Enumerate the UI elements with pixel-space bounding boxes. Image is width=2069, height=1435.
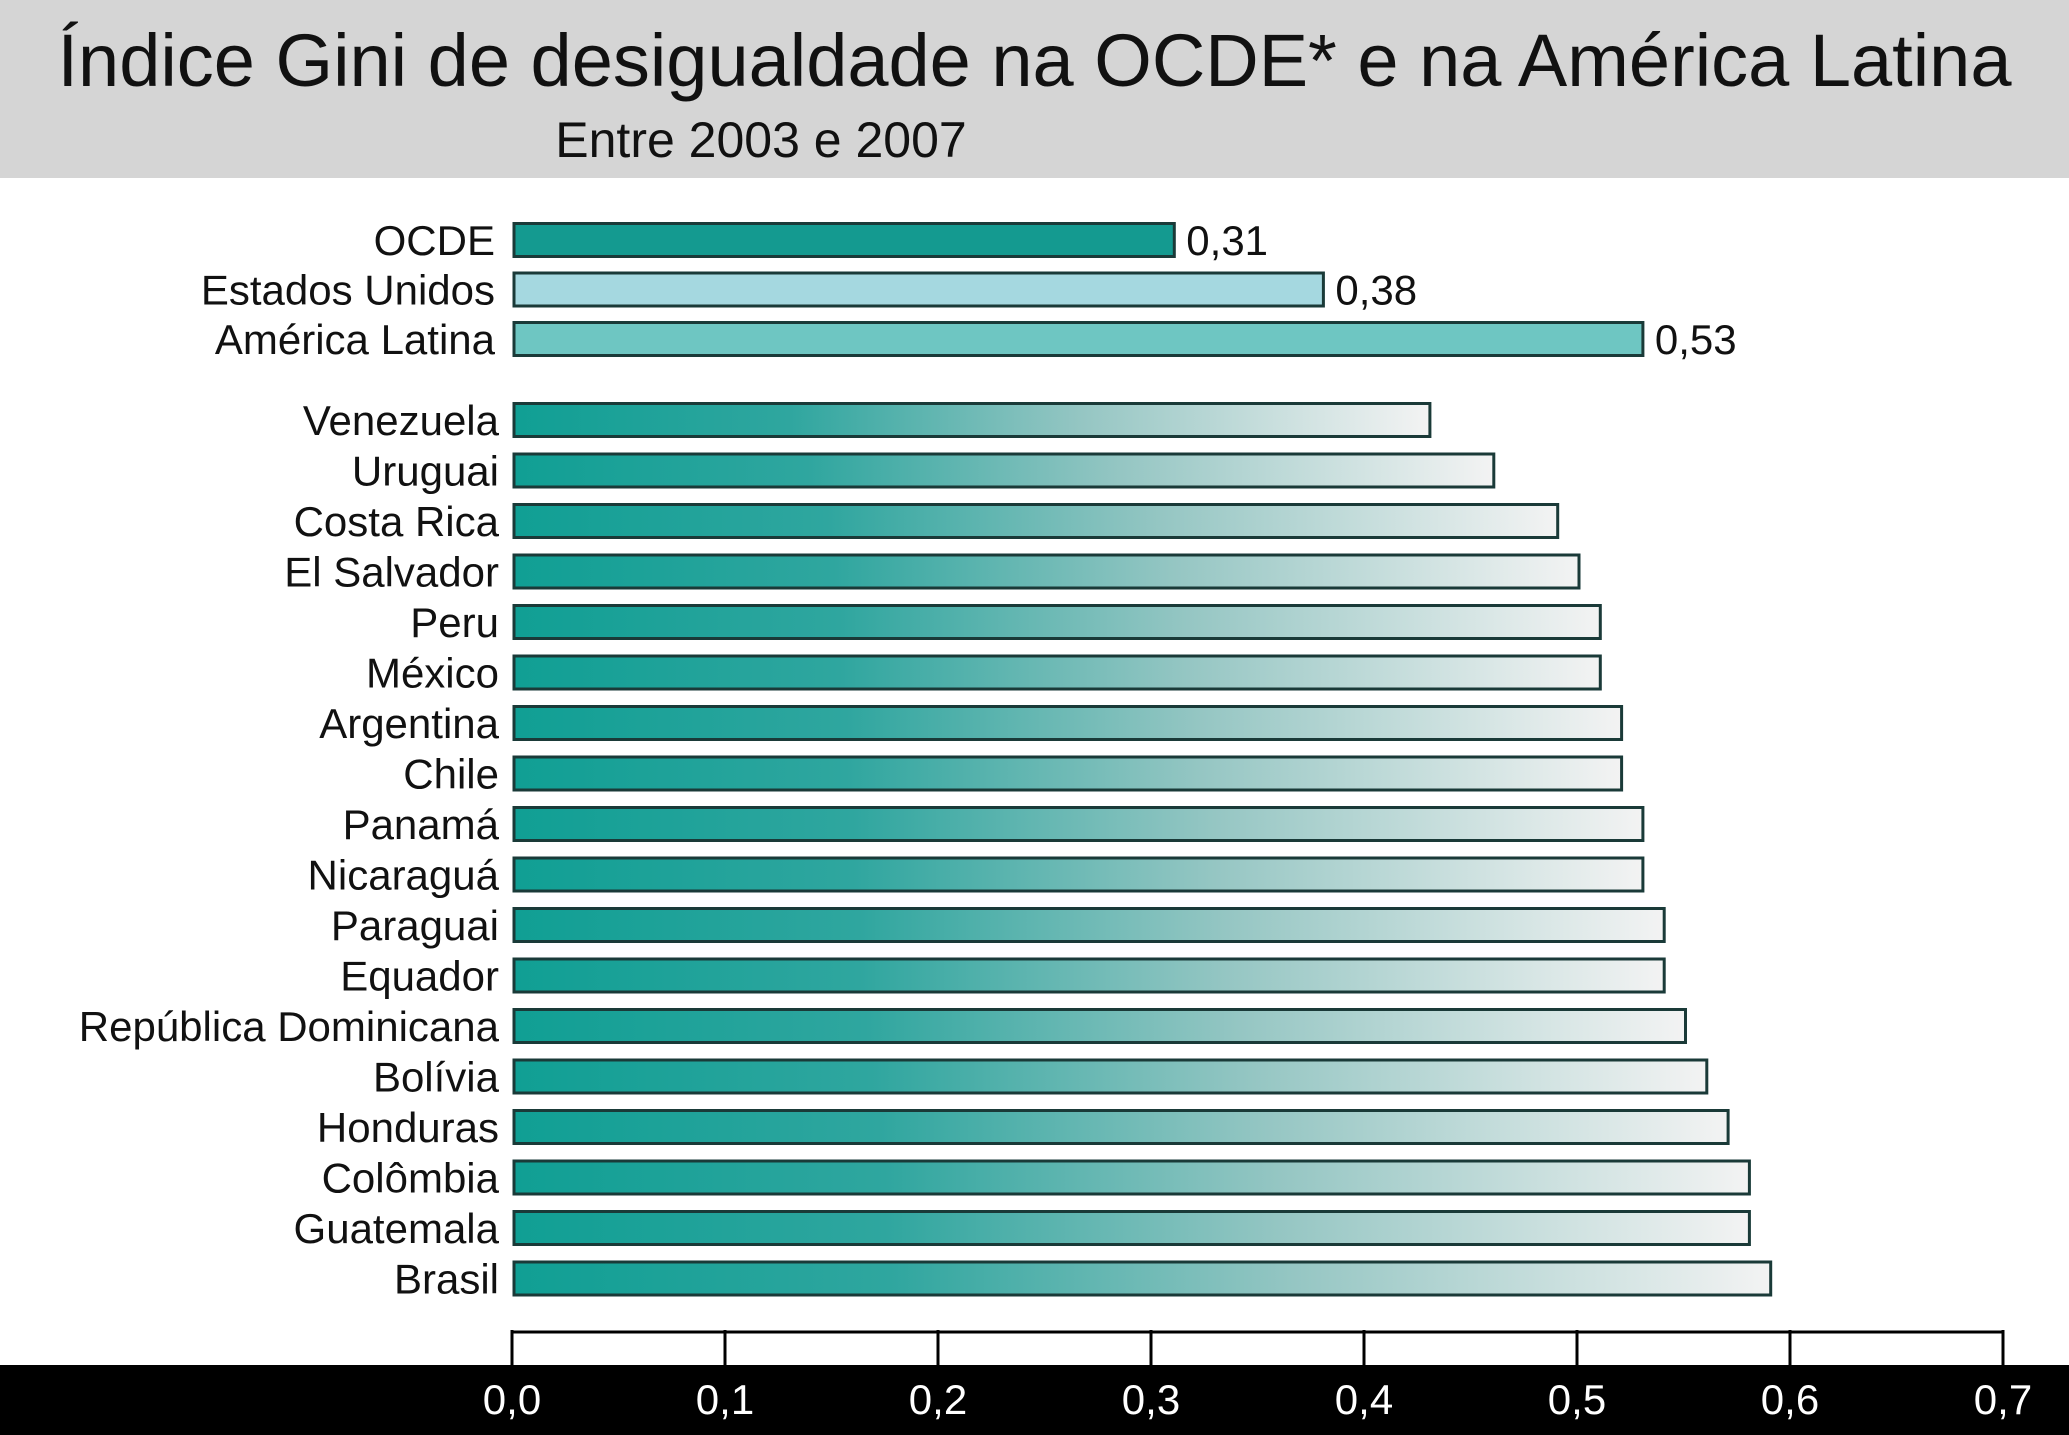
category-label-venezuela: Venezuela (303, 397, 500, 444)
category-label-america-latina: América Latina (215, 316, 496, 363)
chart-subtitle: Entre 2003 e 2007 (555, 112, 967, 168)
bar-paraguai (512, 907, 1666, 943)
chart-title: Índice Gini de desigualdade na OCDE* e n… (57, 19, 2012, 102)
category-label-equador: Equador (340, 953, 499, 1000)
x-tick-label: 0,5 (1548, 1376, 1606, 1423)
data-label-ocde: 0,31 (1186, 217, 1268, 264)
category-label-argentina: Argentina (319, 700, 499, 747)
bar-venezuela (512, 402, 1432, 438)
bar-mexico (512, 654, 1602, 691)
bar-estados-unidos (512, 271, 1325, 308)
category-label-colombia: Colômbia (322, 1155, 500, 1202)
bar-equador (512, 957, 1666, 994)
x-tick-label: 0,7 (1974, 1376, 2032, 1423)
bar-bolivia (512, 1058, 1709, 1095)
bar-costa-rica (512, 503, 1560, 539)
bar-el-salvador (512, 553, 1581, 590)
bar-chile (512, 755, 1624, 792)
bar-ocde (512, 222, 1176, 258)
bar-america-latina (512, 321, 1645, 357)
category-label-nicaragua: Nicaraguá (308, 852, 500, 899)
bar-nicaragua (512, 856, 1645, 893)
x-tick-label: 0,3 (1122, 1376, 1180, 1423)
category-label-guatemala: Guatemala (294, 1205, 500, 1252)
category-label-brasil: Brasil (394, 1256, 499, 1303)
category-label-el-salvador: El Salvador (284, 549, 499, 596)
x-tick-label: 0,1 (696, 1376, 754, 1423)
bar-uruguai (512, 452, 1496, 489)
category-label-panama: Panamá (343, 801, 500, 848)
category-label-estados-unidos: Estados Unidos (201, 267, 495, 314)
bar-guatemala (512, 1210, 1751, 1246)
axis-band (0, 1365, 2069, 1435)
data-label-america-latina: 0,53 (1655, 316, 1737, 363)
category-label-uruguai: Uruguai (352, 448, 499, 495)
x-tick-label: 0,6 (1761, 1376, 1819, 1423)
x-tick-label: 0,0 (483, 1376, 541, 1423)
bar-colombia (512, 1159, 1751, 1196)
bar-argentina (512, 705, 1624, 741)
bars: OCDE 0,31 Estados Unidos 0,38 América Latina… (79, 217, 1773, 1303)
category-label-chile: Chile (403, 751, 499, 798)
bar-brasil (512, 1260, 1773, 1297)
data-label-estados-unidos: 0,38 (1335, 267, 1417, 314)
category-label-peru: Peru (410, 599, 499, 646)
category-label-republica-dominicana: República Dominicana (79, 1003, 500, 1050)
category-label-mexico: México (366, 650, 499, 697)
title-band (0, 0, 2069, 178)
x-axis: 0,0 0,1 0,2 0,3 0,4 0,5 0,6 0,7 (483, 1330, 2032, 1423)
category-label-ocde: OCDE (374, 217, 495, 264)
bar-republica-dominicana (512, 1008, 1687, 1044)
x-tick-label: 0,4 (1335, 1376, 1393, 1423)
bar-peru (512, 604, 1602, 640)
bar-panama (512, 806, 1645, 842)
bar-honduras (512, 1109, 1730, 1145)
x-tick-label: 0,2 (909, 1376, 967, 1423)
category-label-bolivia: Bolívia (373, 1054, 500, 1101)
category-label-paraguai: Paraguai (331, 902, 499, 949)
category-label-costa-rica: Costa Rica (294, 498, 500, 545)
category-label-honduras: Honduras (317, 1104, 499, 1151)
